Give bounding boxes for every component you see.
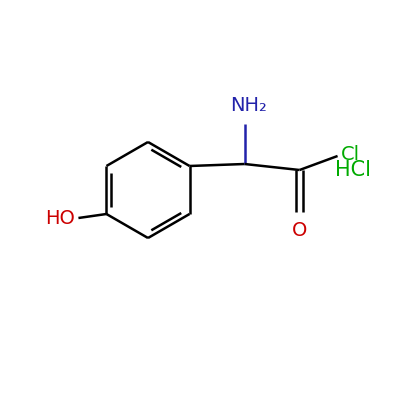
Text: HO: HO bbox=[46, 208, 76, 228]
Text: O: O bbox=[292, 221, 307, 240]
Text: HCl: HCl bbox=[335, 160, 371, 180]
Text: NH₂: NH₂ bbox=[230, 96, 267, 115]
Text: Cl: Cl bbox=[340, 144, 360, 164]
